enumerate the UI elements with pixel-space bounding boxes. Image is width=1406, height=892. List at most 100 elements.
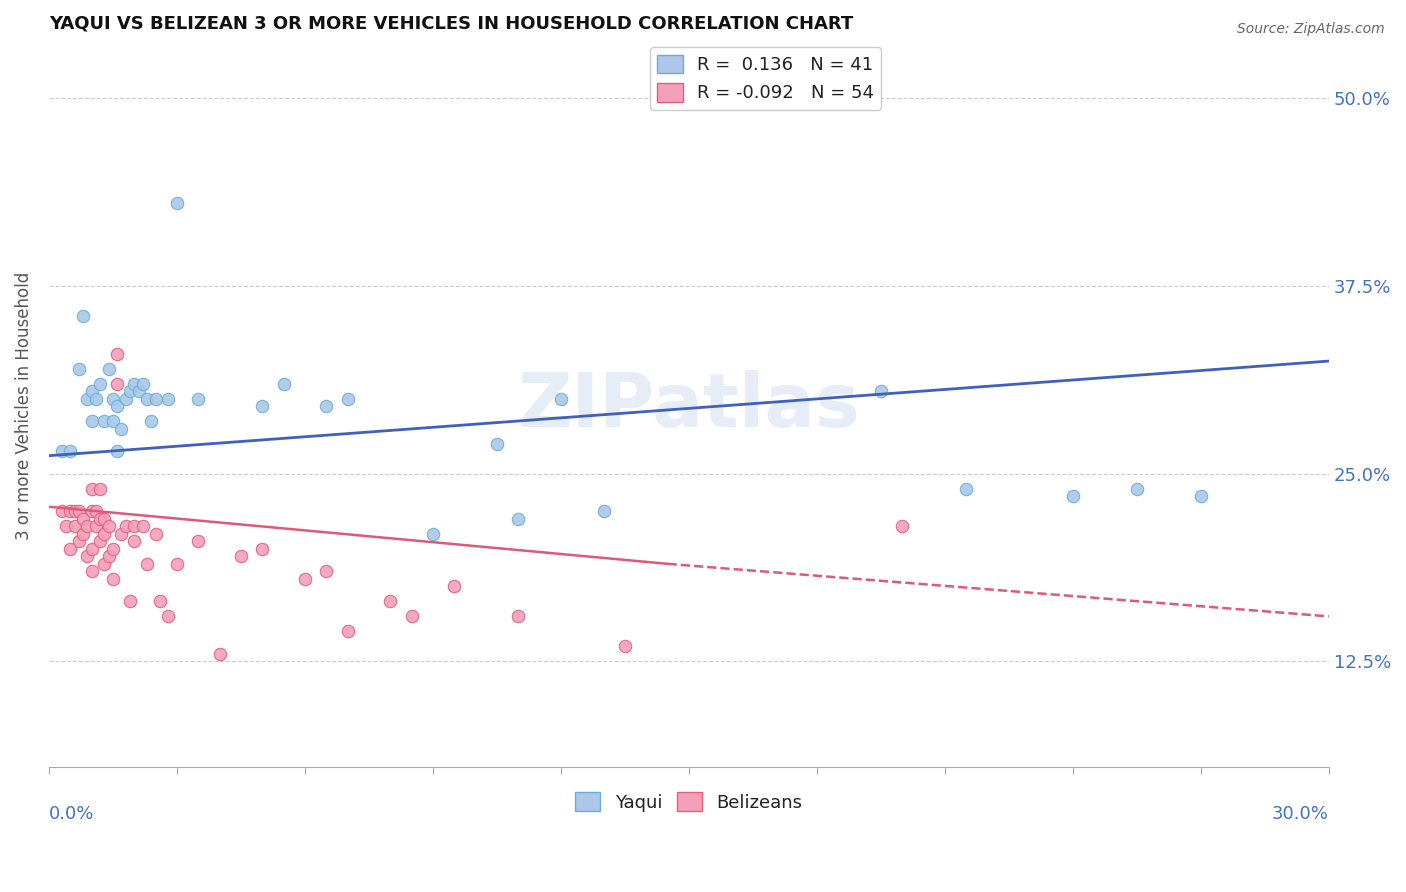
Point: [118, 594, 141, 608]
Point: [592, 504, 614, 518]
Point: [84, 519, 107, 533]
Point: [51, 504, 73, 518]
Point: [208, 647, 231, 661]
Point: [380, 594, 402, 608]
Point: [550, 392, 572, 406]
Point: [97, 549, 120, 564]
Point: [59, 444, 82, 458]
Point: [89, 534, 111, 549]
Point: [315, 399, 337, 413]
Point: [157, 392, 180, 406]
Point: [157, 609, 180, 624]
Point: [955, 482, 977, 496]
Point: [110, 526, 132, 541]
Point: [315, 565, 337, 579]
Point: [401, 609, 423, 624]
Point: [114, 392, 136, 406]
Point: [336, 392, 359, 406]
Point: [76, 392, 98, 406]
Point: [136, 557, 159, 571]
Point: [80, 482, 103, 496]
Point: [97, 361, 120, 376]
Point: [101, 572, 124, 586]
Text: 0.0%: 0.0%: [49, 805, 94, 823]
Point: [84, 504, 107, 518]
Point: [67, 504, 90, 518]
Point: [67, 361, 90, 376]
Point: [67, 534, 90, 549]
Point: [891, 519, 914, 533]
Text: 30.0%: 30.0%: [1272, 805, 1329, 823]
Point: [101, 541, 124, 556]
Point: [132, 519, 155, 533]
Point: [136, 392, 159, 406]
Point: [76, 519, 98, 533]
Point: [613, 640, 636, 654]
Point: [124, 376, 146, 391]
Point: [63, 519, 86, 533]
Text: ZIPatlas: ZIPatlas: [517, 369, 860, 442]
Point: [114, 519, 136, 533]
Point: [93, 557, 115, 571]
Point: [166, 557, 188, 571]
Point: [80, 565, 103, 579]
Point: [89, 376, 111, 391]
Point: [132, 376, 155, 391]
Point: [89, 512, 111, 526]
Point: [187, 392, 209, 406]
Text: Source: ZipAtlas.com: Source: ZipAtlas.com: [1237, 22, 1385, 37]
Point: [55, 519, 77, 533]
Point: [294, 572, 316, 586]
Point: [59, 504, 82, 518]
Point: [72, 309, 94, 323]
Point: [84, 392, 107, 406]
Point: [105, 399, 128, 413]
Point: [869, 384, 891, 398]
Point: [252, 399, 274, 413]
Text: YAQUI VS BELIZEAN 3 OR MORE VEHICLES IN HOUSEHOLD CORRELATION CHART: YAQUI VS BELIZEAN 3 OR MORE VEHICLES IN …: [49, 15, 853, 33]
Point: [124, 534, 146, 549]
Point: [80, 384, 103, 398]
Y-axis label: 3 or more Vehicles in Household: 3 or more Vehicles in Household: [15, 272, 32, 541]
Point: [51, 444, 73, 458]
Point: [93, 526, 115, 541]
Point: [273, 376, 295, 391]
Point: [508, 512, 530, 526]
Point: [80, 504, 103, 518]
Point: [59, 541, 82, 556]
Point: [187, 534, 209, 549]
Point: [72, 512, 94, 526]
Point: [97, 519, 120, 533]
Point: [1126, 482, 1149, 496]
Legend: Yaqui, Belizeans: Yaqui, Belizeans: [568, 785, 810, 819]
Point: [229, 549, 252, 564]
Point: [110, 422, 132, 436]
Point: [105, 346, 128, 360]
Point: [252, 541, 274, 556]
Point: [128, 384, 150, 398]
Point: [141, 414, 163, 428]
Point: [93, 414, 115, 428]
Point: [145, 392, 167, 406]
Point: [80, 414, 103, 428]
Point: [485, 436, 508, 450]
Point: [145, 526, 167, 541]
Point: [124, 519, 146, 533]
Point: [443, 579, 465, 593]
Point: [72, 526, 94, 541]
Point: [336, 624, 359, 639]
Point: [118, 384, 141, 398]
Point: [93, 512, 115, 526]
Point: [105, 376, 128, 391]
Point: [101, 414, 124, 428]
Point: [80, 541, 103, 556]
Point: [508, 609, 530, 624]
Point: [1189, 489, 1212, 503]
Point: [76, 549, 98, 564]
Point: [149, 594, 172, 608]
Point: [89, 482, 111, 496]
Point: [166, 196, 188, 211]
Point: [105, 444, 128, 458]
Point: [63, 504, 86, 518]
Point: [101, 392, 124, 406]
